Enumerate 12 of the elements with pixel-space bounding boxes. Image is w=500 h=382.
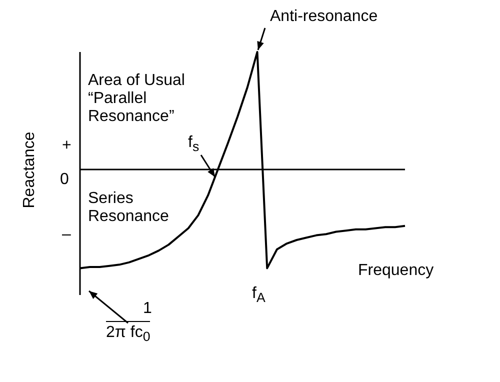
text: 2π fc$_{0}$ (106, 321, 150, 346)
y-axis-title: Reactance (21, 131, 39, 208)
x-axis-title: Frequency (358, 262, 434, 280)
text: – (62, 226, 71, 244)
text: 0 (60, 171, 69, 189)
text: + (62, 137, 72, 155)
annotation: Series Resonance (88, 190, 170, 226)
text: Anti-resonance (270, 8, 378, 26)
annotation: f$_{s}$ (188, 134, 200, 156)
text: f$_{A}$ (252, 285, 266, 308)
text: 1 (143, 300, 152, 318)
annotation: Area of Usual “Parallel Resonance” (88, 72, 186, 126)
